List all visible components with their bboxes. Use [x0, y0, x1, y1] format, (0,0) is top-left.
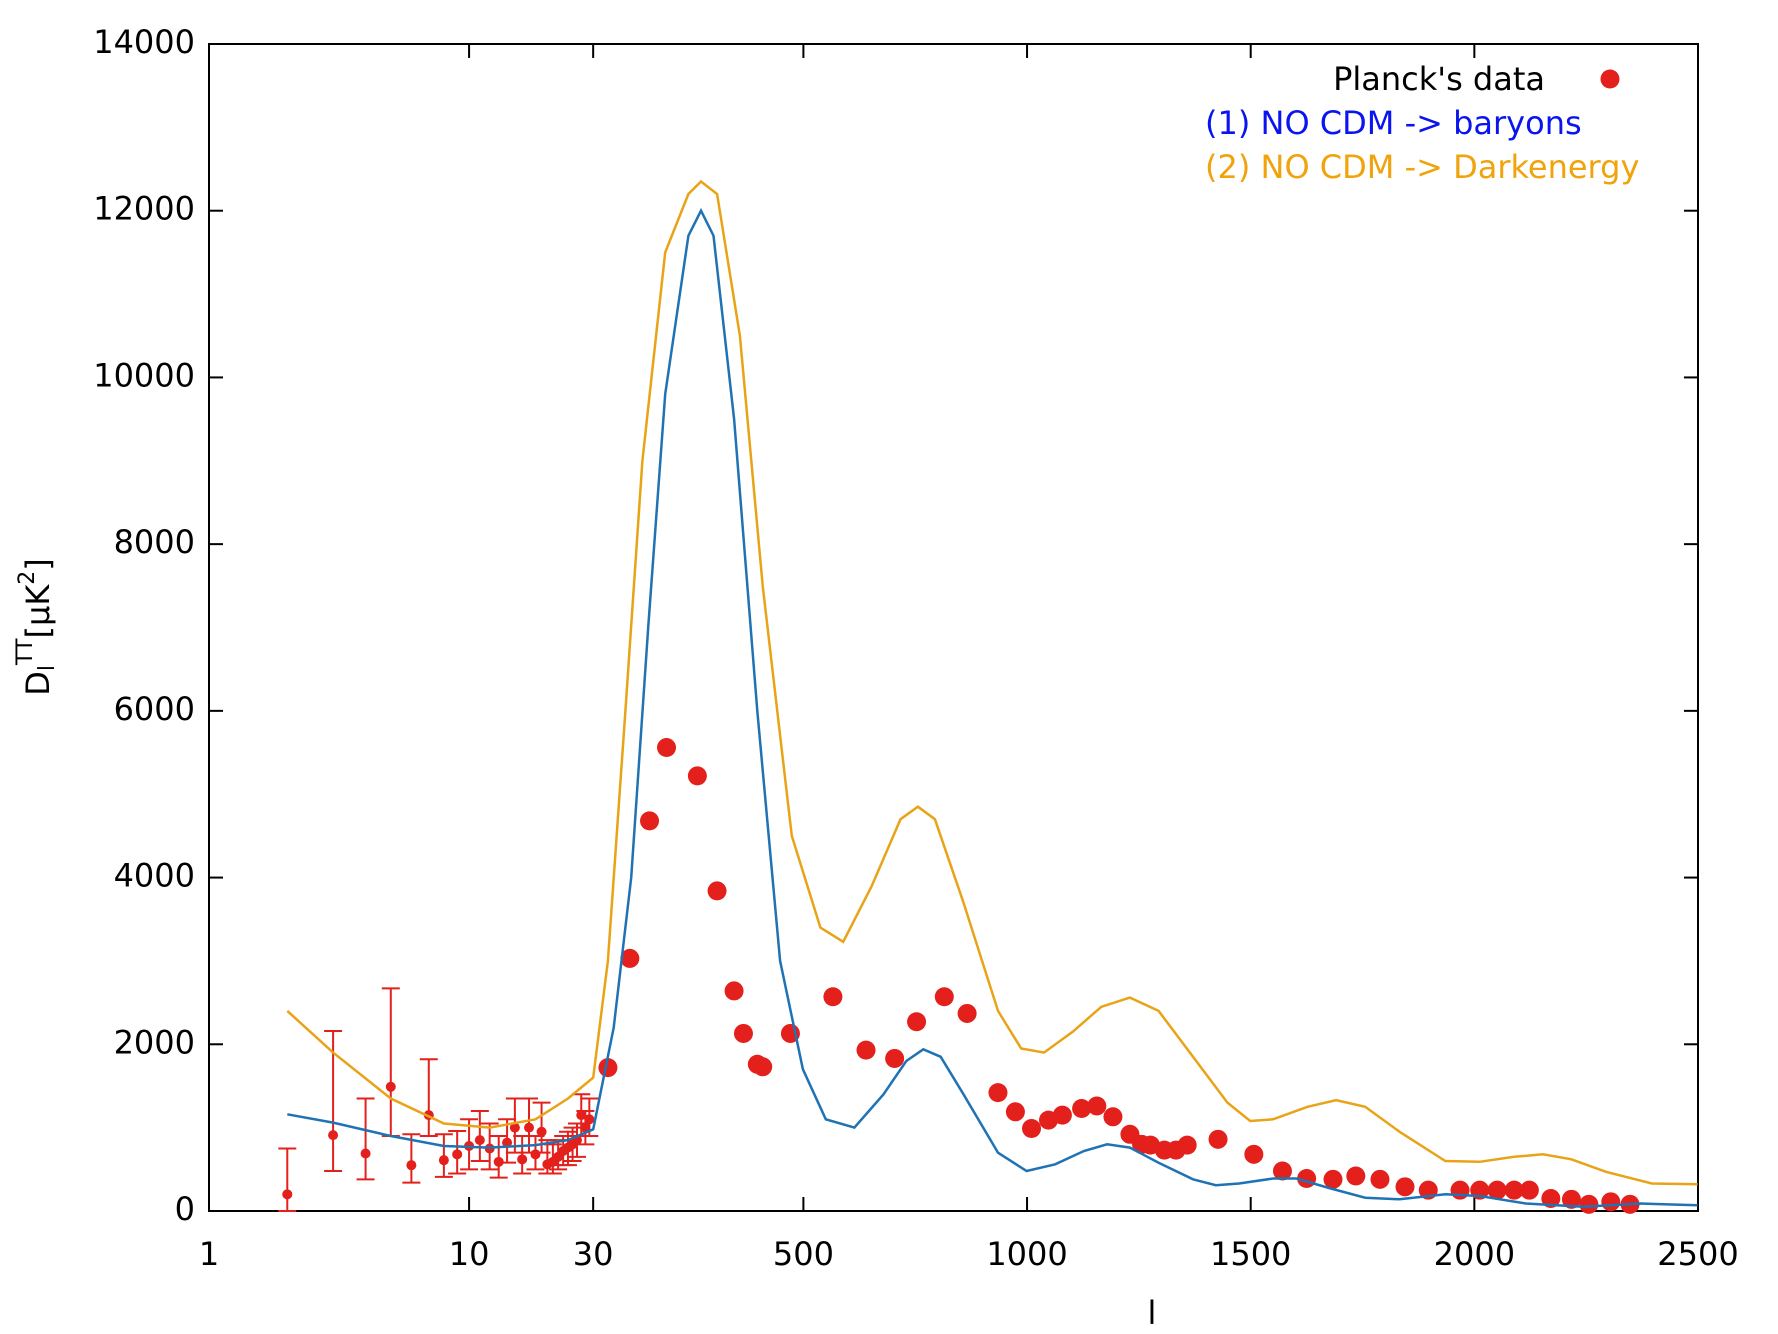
- data-point: [753, 1057, 773, 1077]
- x-axis-label: l: [1148, 1294, 1157, 1332]
- data-point: [1561, 1189, 1581, 1209]
- y-tick-label: 10000: [93, 356, 195, 394]
- data-point: [1272, 1161, 1292, 1181]
- data-point: [1579, 1194, 1599, 1214]
- data-point: [452, 1149, 463, 1160]
- y-tick-label: 6000: [114, 690, 195, 728]
- data-point: [1395, 1177, 1415, 1197]
- data-point: [1244, 1144, 1264, 1164]
- legend-label: (2) NO CDM -> Darkenergy: [1205, 148, 1639, 186]
- data-point: [724, 981, 744, 1001]
- legend-label: (1) NO CDM -> baryons: [1205, 104, 1582, 142]
- data-point: [1346, 1166, 1366, 1186]
- plot-frame: [208, 43, 1699, 1212]
- y-tick-label: 14000: [93, 23, 195, 61]
- data-point: [1208, 1129, 1228, 1149]
- data-point: [509, 1122, 520, 1133]
- data-point: [957, 1003, 977, 1023]
- data-point: [385, 1081, 396, 1092]
- data-point: [406, 1160, 417, 1171]
- data-point: [733, 1023, 753, 1043]
- data-point: [1601, 1192, 1621, 1212]
- data-point: [1504, 1180, 1524, 1200]
- y-tick-label: 12000: [93, 190, 195, 228]
- legend-label: Planck's data: [1333, 60, 1545, 98]
- error-bar: [381, 987, 400, 1137]
- y-tick-label: 2000: [114, 1023, 195, 1061]
- x-tick-label: 2000: [1434, 1235, 1515, 1273]
- data-point: [1541, 1188, 1561, 1208]
- data-point: [1177, 1135, 1197, 1155]
- legend-marker: [1600, 69, 1620, 89]
- data-point: [502, 1137, 513, 1148]
- x-tick-label: 10: [449, 1235, 490, 1273]
- data-point: [584, 1114, 595, 1125]
- error-bar: [356, 1097, 375, 1181]
- data-point: [1519, 1180, 1539, 1200]
- data-point: [856, 1040, 876, 1060]
- data-point: [620, 948, 640, 968]
- data-point: [474, 1135, 485, 1146]
- error-bar: [419, 1058, 438, 1137]
- error-bar: [489, 1134, 508, 1179]
- x-tick-label: 500: [773, 1235, 834, 1273]
- y-axis-label: DlTT[μK2]: [13, 558, 60, 696]
- data-point: [1370, 1169, 1390, 1189]
- data-line: [287, 207, 1698, 1209]
- data-point: [438, 1155, 449, 1166]
- data-point: [823, 987, 843, 1007]
- data-point: [1072, 1098, 1092, 1118]
- y-label-base: D: [19, 671, 57, 696]
- y-label-unit: [μK: [19, 584, 57, 639]
- data-point: [907, 1012, 927, 1032]
- x-tick-label: 2500: [1657, 1235, 1738, 1273]
- data-point: [1087, 1096, 1107, 1116]
- data-point: [640, 811, 660, 831]
- x-tick-label: 1500: [1210, 1235, 1291, 1273]
- y-tick-label: 4000: [114, 857, 195, 895]
- data-point: [576, 1110, 587, 1121]
- error-bar: [324, 1029, 343, 1172]
- y-label-unit-sup: 2: [15, 571, 40, 585]
- x-tick-label: 30: [573, 1235, 614, 1273]
- data-point: [598, 1058, 618, 1078]
- y-tick-label: 0: [175, 1190, 195, 1228]
- data-point: [517, 1154, 528, 1165]
- data-point: [988, 1083, 1008, 1103]
- data-point: [328, 1130, 339, 1141]
- data-point: [657, 738, 677, 758]
- x-tick-label: 1: [199, 1235, 219, 1273]
- error-bar: [402, 1133, 421, 1184]
- data-point: [360, 1148, 371, 1159]
- data-point: [1450, 1180, 1470, 1200]
- data-point: [536, 1126, 547, 1137]
- data-point: [524, 1122, 535, 1133]
- data-point: [1103, 1107, 1123, 1127]
- y-label-sub: l: [35, 665, 60, 671]
- data-point: [580, 1122, 591, 1133]
- data-point: [707, 881, 727, 901]
- data-point: [530, 1149, 541, 1160]
- y-tick-label: 8000: [114, 523, 195, 561]
- data-point: [1022, 1118, 1042, 1138]
- data-point: [885, 1048, 905, 1068]
- x-tick-label: 1000: [986, 1235, 1067, 1273]
- y-label-close: ]: [19, 558, 57, 570]
- data-point: [1052, 1105, 1072, 1125]
- data-point: [687, 766, 707, 786]
- data-line: [286, 179, 1698, 1186]
- data-point: [934, 987, 954, 1007]
- data-point: [282, 1189, 293, 1200]
- data-point: [1323, 1169, 1343, 1189]
- data-point: [1487, 1180, 1507, 1200]
- error-bar: [278, 1147, 297, 1212]
- y-label-sup: TT: [13, 638, 38, 666]
- data-point: [1005, 1102, 1025, 1122]
